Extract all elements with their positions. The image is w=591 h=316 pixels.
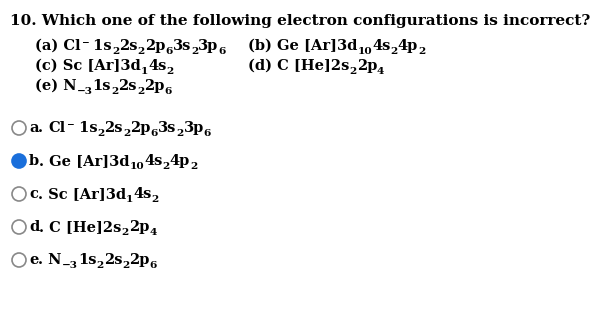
- Text: c: c: [29, 187, 38, 201]
- Text: 10: 10: [129, 162, 144, 171]
- Text: 2: 2: [191, 47, 199, 56]
- Text: 2: 2: [122, 261, 129, 270]
- Text: 6: 6: [150, 261, 157, 270]
- Text: −3: −3: [77, 87, 93, 96]
- Text: 10. Which one of the following electron configurations is incorrect?: 10. Which one of the following electron …: [10, 14, 590, 28]
- Text: 3p: 3p: [184, 121, 204, 135]
- Text: 2p: 2p: [129, 253, 150, 267]
- Text: 6: 6: [204, 129, 211, 138]
- Text: Cl: Cl: [48, 121, 66, 135]
- Text: 3s: 3s: [158, 121, 176, 135]
- Text: 2: 2: [111, 87, 118, 96]
- Text: 1s: 1s: [93, 79, 111, 93]
- Text: 1: 1: [141, 67, 148, 76]
- Text: 2p: 2p: [144, 79, 164, 93]
- Text: 4s: 4s: [148, 59, 167, 73]
- Text: (b) Ge [Ar]3d: (b) Ge [Ar]3d: [248, 39, 358, 53]
- Text: −3: −3: [62, 261, 78, 270]
- Text: d: d: [29, 220, 39, 234]
- Text: (c) Sc [Ar]3d: (c) Sc [Ar]3d: [35, 59, 141, 73]
- Text: (e) N: (e) N: [35, 79, 77, 93]
- Text: 2: 2: [137, 87, 144, 96]
- Text: 2: 2: [138, 47, 145, 56]
- Text: 2: 2: [152, 195, 159, 204]
- Text: . N: . N: [38, 253, 62, 267]
- Text: . C [He]2s: . C [He]2s: [39, 220, 122, 234]
- Text: 1s: 1s: [89, 39, 112, 53]
- Text: 1: 1: [126, 195, 134, 204]
- Text: 2s: 2s: [105, 121, 123, 135]
- Text: 6: 6: [151, 129, 158, 138]
- Text: 6: 6: [219, 47, 226, 56]
- Text: (a) Cl: (a) Cl: [35, 39, 80, 53]
- Text: . Ge [Ar]3d: . Ge [Ar]3d: [39, 154, 129, 168]
- Text: 4s: 4s: [372, 39, 391, 53]
- Text: 2p: 2p: [145, 39, 165, 53]
- Text: 2: 2: [98, 129, 105, 138]
- Text: 4: 4: [377, 67, 384, 76]
- Text: 10: 10: [358, 47, 372, 56]
- Text: 2s: 2s: [119, 39, 138, 53]
- Text: 4p: 4p: [170, 154, 190, 168]
- Text: b: b: [29, 154, 39, 168]
- Text: 4: 4: [150, 228, 157, 237]
- Text: . Sc [Ar]3d: . Sc [Ar]3d: [38, 187, 126, 201]
- Text: 6: 6: [164, 87, 172, 96]
- Text: ⁻: ⁻: [80, 39, 89, 53]
- Text: 2: 2: [349, 67, 356, 76]
- Text: 2p: 2p: [130, 121, 151, 135]
- Text: 2: 2: [112, 47, 119, 56]
- Text: ⁻: ⁻: [66, 121, 74, 135]
- Text: a: a: [29, 121, 38, 135]
- Text: 2: 2: [167, 67, 174, 76]
- Text: 1s: 1s: [78, 253, 96, 267]
- Text: 6: 6: [165, 47, 173, 56]
- Text: 4s: 4s: [144, 154, 163, 168]
- Text: 1s: 1s: [74, 121, 98, 135]
- Text: (d) C [He]2s: (d) C [He]2s: [248, 59, 349, 73]
- Text: 2: 2: [123, 129, 130, 138]
- Text: 2: 2: [96, 261, 103, 270]
- Text: 2s: 2s: [103, 253, 122, 267]
- Text: e: e: [29, 253, 38, 267]
- Text: 3p: 3p: [199, 39, 219, 53]
- Text: 3s: 3s: [173, 39, 191, 53]
- Text: 2: 2: [176, 129, 184, 138]
- Text: 2: 2: [391, 47, 398, 56]
- Text: 4s: 4s: [134, 187, 152, 201]
- Text: 2p: 2p: [356, 59, 377, 73]
- Text: 2: 2: [122, 228, 129, 237]
- Text: 2: 2: [418, 47, 425, 56]
- Text: 2p: 2p: [129, 220, 150, 234]
- Text: 4p: 4p: [398, 39, 418, 53]
- Text: .: .: [38, 121, 48, 135]
- Text: 2: 2: [163, 162, 170, 171]
- Text: 2s: 2s: [118, 79, 137, 93]
- Text: 2: 2: [190, 162, 197, 171]
